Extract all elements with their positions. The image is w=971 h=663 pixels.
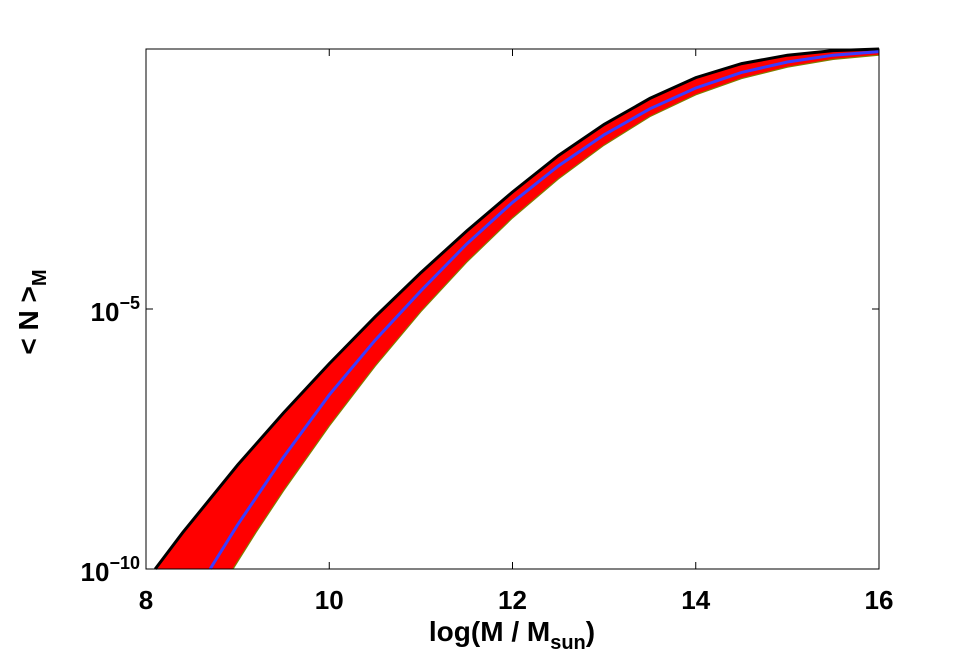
x-axis: 8 10 12 14 16 (139, 49, 894, 615)
x-tick-label: 8 (139, 585, 153, 615)
median-line (208, 50, 880, 570)
x-tick-label: 14 (681, 585, 710, 615)
y-axis-title: < N >M (13, 269, 51, 354)
upper-edge-line (154, 47, 880, 570)
plot-area (154, 47, 880, 570)
y-tick-label: 10−10 (81, 553, 140, 587)
x-tick-label: 16 (865, 585, 894, 615)
x-axis-title: log(M / Msun) (429, 616, 595, 654)
uncertainty-band (155, 49, 879, 569)
x-tick-label: 10 (315, 585, 344, 615)
x-tick-label: 12 (498, 585, 527, 615)
lower-edge-line (232, 54, 880, 570)
y-axis: 10−10 10−5 (81, 293, 879, 587)
y-tick-label: 10−5 (91, 293, 140, 327)
